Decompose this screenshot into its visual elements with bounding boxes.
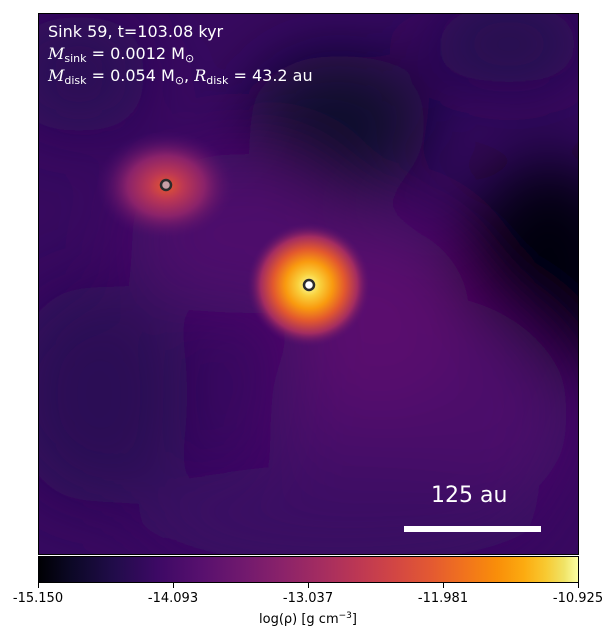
density-map: Sink 59, t=103.08 kyr Msink = 0.0012 M⊙ … [38,13,579,555]
density-image [39,14,578,554]
colorbar-tick [443,583,444,588]
colorbar-tick-label: -13.037 [282,591,334,606]
colorbar-tick-label: -15.150 [12,591,64,606]
msink-value: = 0.0012 M [86,44,185,63]
colorbar-tick [38,583,39,588]
colorbar-tick-label: -10.925 [552,591,604,606]
colorbar-tick [308,583,309,588]
colorbar-tick-label: -11.981 [417,591,469,606]
rdisk-symbol: R [194,66,207,85]
scalebar-label: 125 au [431,483,508,508]
rdisk-value: = 43.2 au [228,66,313,85]
msink-symbol: M [48,44,65,63]
colorbar-label: log(ρ) [g cm−3] [259,611,357,628]
colorbar-tick-label: -14.093 [147,591,199,606]
colorbar-label-exponent: −3 [338,611,352,621]
colorbar-label-end: ] [351,612,357,627]
mdisk-symbol: M [48,66,65,85]
colorbar [38,556,579,583]
colorbar-tick [173,583,174,588]
sink-mass-line: Msink = 0.0012 M⊙ [48,43,194,64]
mdisk-solar-symbol: ⊙ [174,74,185,87]
msink-solar-symbol: ⊙ [184,52,195,65]
mdisk-subscript: disk [64,74,87,87]
colorbar-tick [578,583,579,588]
title-line: Sink 59, t=103.08 kyr [48,21,223,42]
rdisk-subscript: disk [206,74,229,87]
scalebar [404,526,541,532]
primary-sink-marker [302,278,316,292]
colorbar-label-main: log(ρ) [g cm [259,612,339,627]
disk-line: Mdisk = 0.054 M⊙, Rdisk = 43.2 au [48,65,313,86]
msink-subscript: sink [64,52,87,65]
secondary-sink-marker [159,178,173,192]
separator: , [184,66,195,85]
mdisk-value: = 0.054 M [86,66,175,85]
sink-title: Sink 59, t=103.08 kyr [48,22,224,41]
